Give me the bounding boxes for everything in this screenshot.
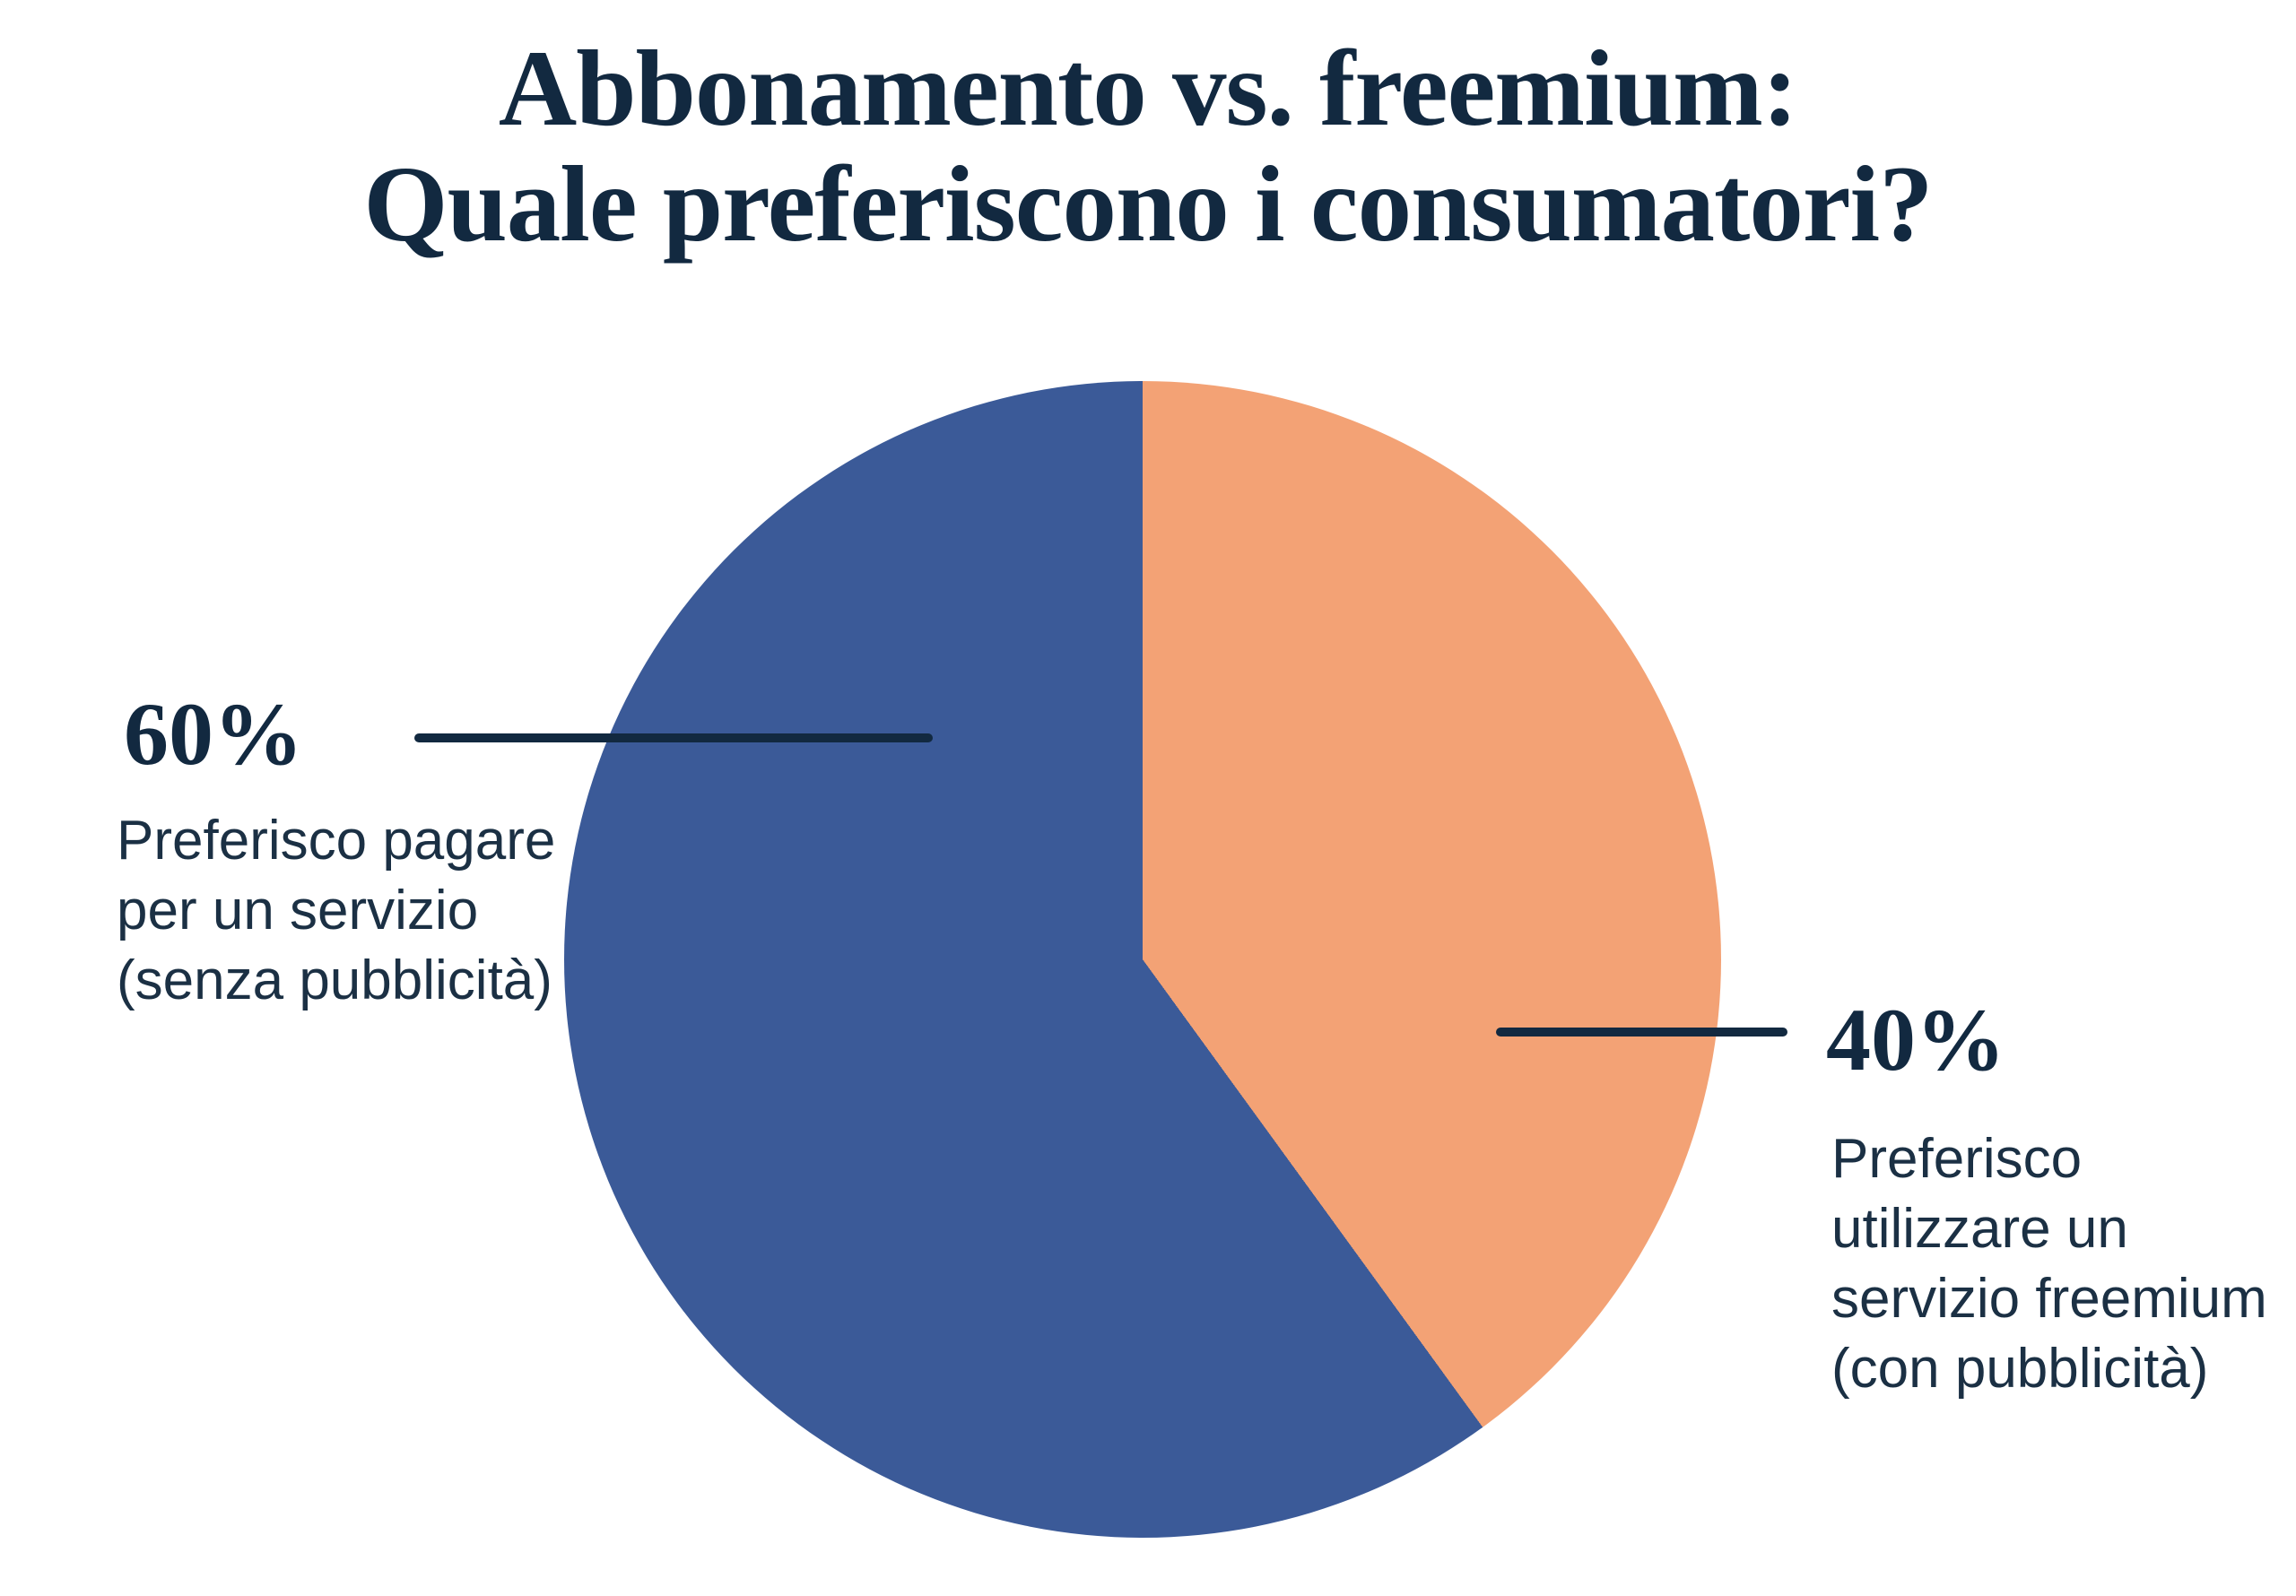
percent-label-40: 40%	[1826, 990, 2005, 1089]
slice-description-40: Preferisco utilizzare un servizio freemi…	[1831, 1128, 2267, 1400]
leader-line-60	[414, 733, 933, 742]
chart-title: Abbonamento vs. freemium: Quale preferis…	[363, 29, 1933, 265]
pie-chart	[564, 381, 1721, 1538]
percent-label-60: 60%	[124, 684, 303, 784]
leader-line-40	[1496, 1028, 1787, 1037]
slice-description-60: Preferisco pagare per un servizio (senza…	[117, 810, 556, 1011]
